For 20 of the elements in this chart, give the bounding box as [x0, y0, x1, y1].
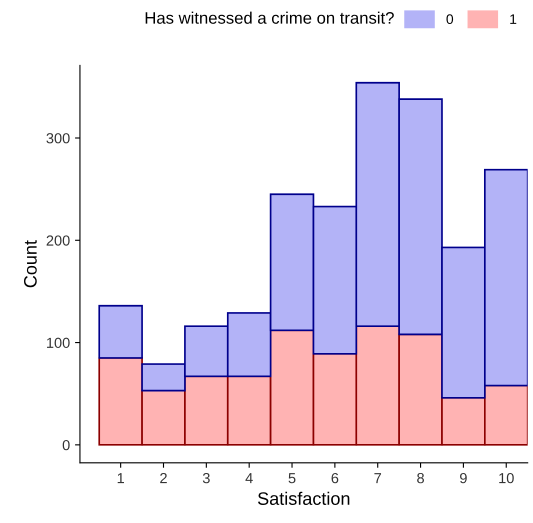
y-tick-label: 0: [62, 440, 70, 450]
x-tick-label: 10: [499, 472, 514, 484]
x-tick-label: 8: [417, 472, 424, 484]
bar: [98, 304, 143, 359]
legend-label: 1: [510, 14, 516, 24]
x-tick-label: 3: [202, 472, 210, 484]
y-tick-label: 300: [46, 133, 70, 144]
x-tick-label: 6: [332, 472, 338, 484]
x-tick-label: 9: [460, 472, 467, 484]
y-axis-title: Count: [24, 240, 37, 288]
legend-label: 0: [446, 14, 454, 24]
x-tick-label: 4: [245, 473, 253, 484]
x-tick-label: 7: [374, 473, 382, 484]
y-tick-label: 200: [46, 235, 70, 246]
legend-title: Has witnessed a crime on transit?: [146, 12, 394, 24]
y-tick-label: 100: [47, 338, 70, 348]
x-tick-label: 5: [288, 473, 296, 484]
x-tick-label: 2: [160, 472, 167, 484]
x-tick-label: 1: [118, 473, 124, 484]
x-axis-title: Satisfaction: [258, 492, 350, 505]
